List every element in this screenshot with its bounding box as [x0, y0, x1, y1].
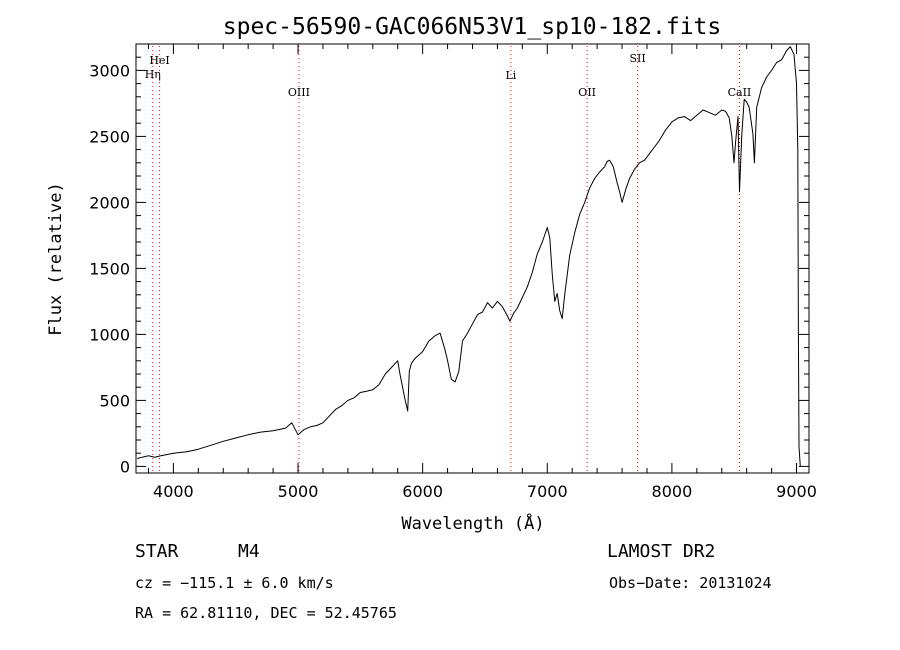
survey-name: LAMOST DR2 [607, 541, 716, 562]
y-tick-label: 0 [120, 457, 130, 476]
y-tick-label: 1500 [89, 259, 130, 278]
observation-date: Obs−Date: 20131024 [609, 574, 772, 592]
spectral-line-label: Li [505, 69, 516, 82]
x-tick-label: 7000 [527, 482, 568, 501]
x-tick-label: 5000 [278, 482, 319, 501]
y-tick-label: 500 [99, 391, 130, 410]
y-tick-label: 2000 [89, 193, 130, 212]
y-axis-label: Flux (relative) [46, 182, 66, 336]
y-tick-label: 3000 [89, 61, 130, 80]
x-axis-label: Wavelength (Å) [401, 512, 544, 534]
redshift-cz: cz = −115.1 ± 6.0 km/s [135, 574, 334, 592]
x-axis-ticks: 4000 5000 6000 7000 8000 9000 [147, 44, 817, 501]
spectral-line-label: Hη [145, 68, 161, 81]
x-tick-label: 4000 [153, 482, 194, 501]
coordinates: RA = 62.81110, DEC = 52.45765 [135, 604, 397, 622]
y-axis-ticks: 0 500 1000 1500 2000 2500 3000 [89, 56, 809, 476]
spectral-line-label: SII [630, 52, 646, 65]
x-tick-label: 8000 [652, 482, 693, 501]
spectral-line-label: HeI [149, 54, 169, 67]
x-tick-label: 9000 [776, 482, 817, 501]
object-subclass: M4 [238, 541, 260, 562]
spectral-line-label: OII [578, 86, 596, 99]
spectral-line-label: CaII [728, 86, 752, 99]
y-tick-label: 1000 [89, 325, 130, 344]
object-class: STAR [135, 541, 179, 562]
y-tick-label: 2500 [89, 127, 130, 146]
flux-series-line [137, 46, 801, 467]
plot-frame [135, 43, 810, 474]
x-tick-label: 6000 [402, 482, 443, 501]
spectral-line-label: OIII [288, 86, 310, 99]
chart-title: spec-56590-GAC066N53V1_sp10-182.fits [223, 14, 722, 40]
